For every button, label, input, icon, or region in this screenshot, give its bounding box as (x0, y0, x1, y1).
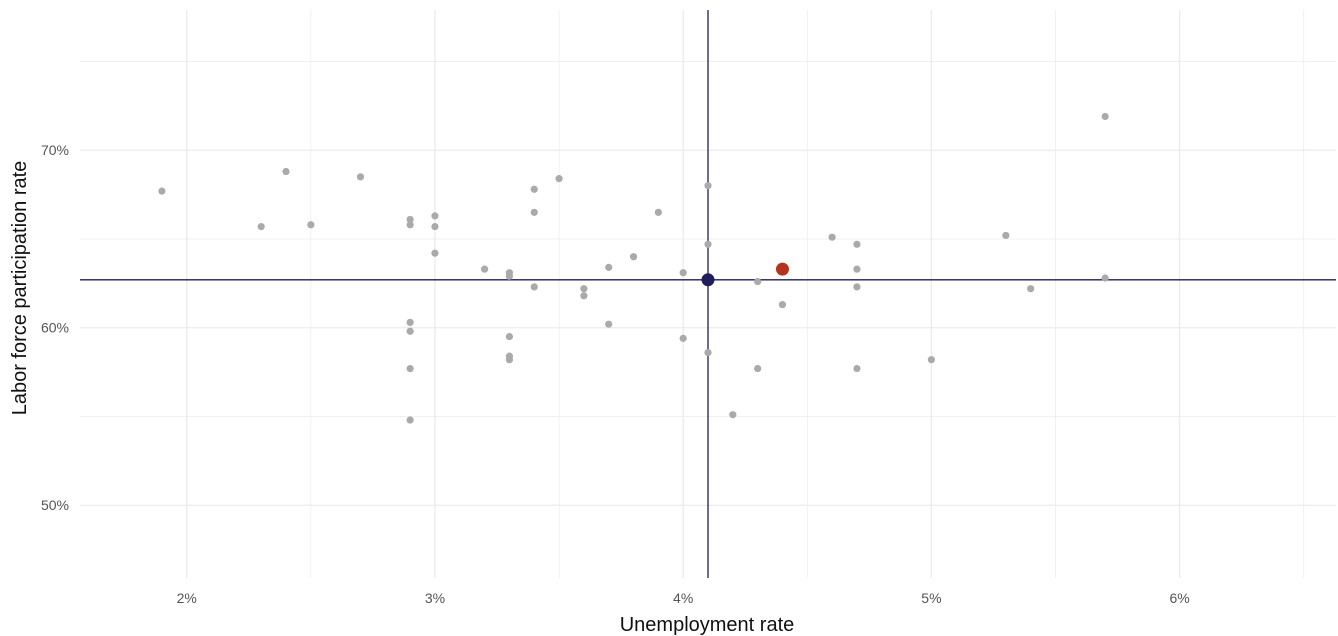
y-tick-label: 60% (41, 320, 69, 336)
data-point (654, 208, 662, 216)
x-axis-ticks: 2% 3% 4% 5% 6% (177, 590, 1190, 606)
x-axis-title: Unemployment rate (620, 614, 795, 636)
data-point (1027, 285, 1035, 293)
data-point (729, 411, 737, 419)
data-point (307, 221, 315, 229)
data-point (505, 333, 514, 341)
data-point (505, 356, 514, 364)
data-point (530, 185, 538, 193)
data-point (431, 249, 439, 257)
x-tick-label: 3% (425, 590, 445, 606)
data-point (1002, 231, 1010, 240)
data-point (580, 292, 588, 300)
data-point (356, 173, 365, 181)
y-axis-title: Labor force participation rate (9, 161, 31, 416)
data-point (1101, 112, 1109, 121)
data-point (605, 320, 613, 328)
y-tick-label: 50% (41, 497, 69, 513)
x-tick-label: 2% (177, 590, 197, 606)
data-point (754, 277, 762, 286)
data-point (580, 285, 588, 293)
data-point (406, 327, 414, 335)
data-point (406, 318, 414, 326)
y-axis-ticks: 50% 60% 70% (41, 142, 69, 513)
highlight-point (701, 273, 715, 287)
data-point (505, 272, 514, 280)
x-tick-label: 5% (921, 590, 941, 606)
x-tick-label: 4% (673, 590, 693, 606)
data-point (828, 233, 836, 241)
data-point (853, 283, 861, 291)
data-point (1101, 274, 1109, 282)
y-tick-label: 70% (41, 142, 69, 158)
highlight-points (701, 262, 789, 287)
data-point (481, 265, 489, 273)
data-point (704, 182, 712, 190)
reference-lines (80, 10, 1336, 578)
data-point (406, 221, 414, 229)
data-point (406, 416, 414, 424)
data-point (853, 265, 861, 273)
data-point (406, 364, 414, 373)
data-point (754, 364, 762, 373)
data-points (158, 112, 1109, 424)
data-point (927, 356, 935, 364)
highlight-point (775, 262, 789, 276)
data-point (530, 208, 538, 216)
data-point (679, 334, 687, 342)
data-point (406, 215, 414, 224)
data-point (431, 212, 439, 220)
data-point (158, 187, 166, 195)
data-point (282, 167, 290, 176)
data-point (530, 283, 538, 291)
data-point (555, 175, 563, 183)
data-point (704, 240, 712, 248)
data-point (853, 240, 861, 248)
data-point (431, 222, 439, 231)
data-point (605, 263, 613, 271)
data-point (679, 269, 687, 277)
data-point (778, 301, 787, 309)
data-point (704, 348, 712, 357)
x-tick-label: 6% (1170, 590, 1190, 606)
data-point (853, 364, 861, 373)
data-point (629, 253, 638, 261)
data-point (257, 222, 265, 231)
